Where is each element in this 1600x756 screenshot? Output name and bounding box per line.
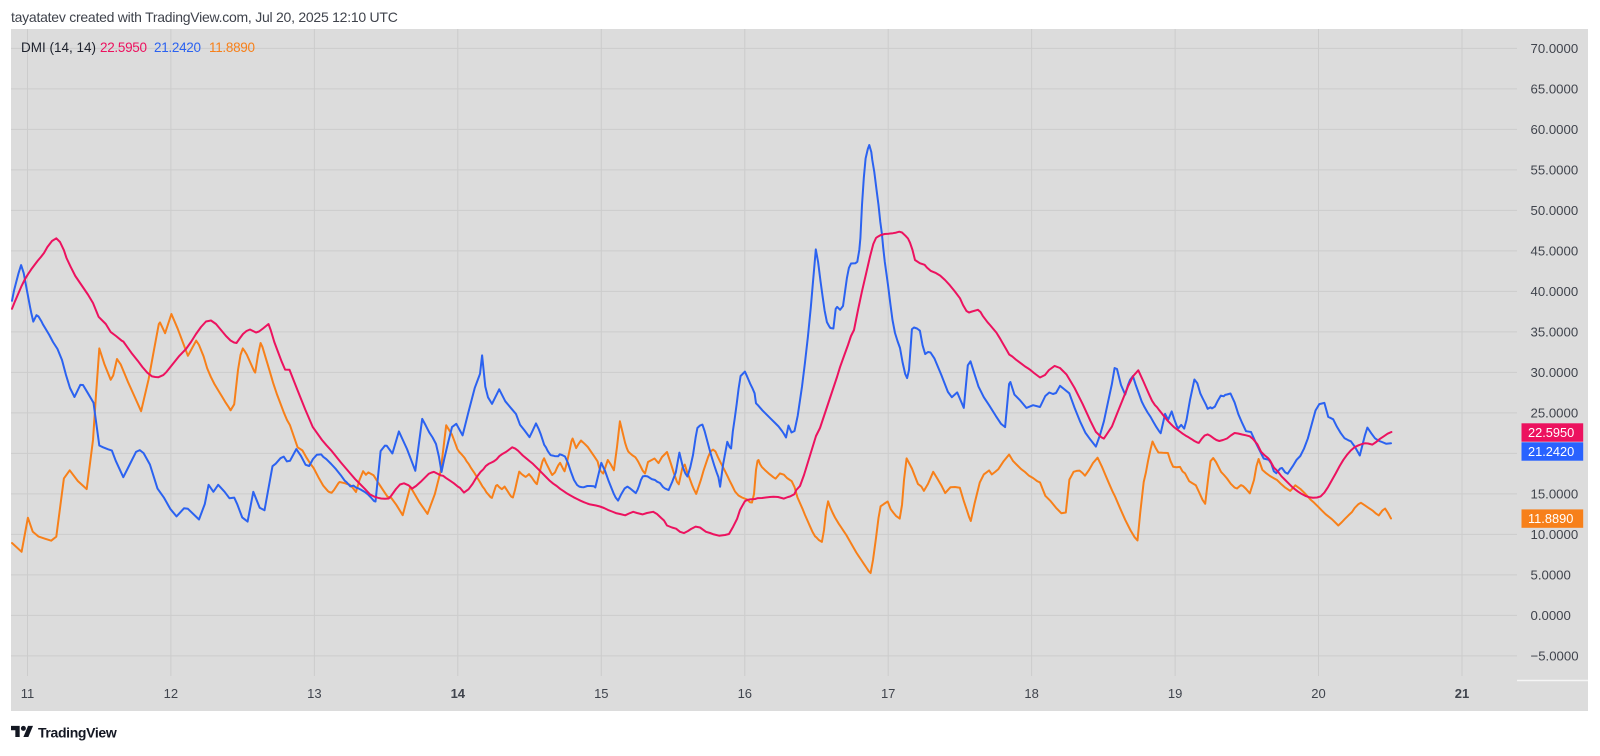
svg-text:14: 14 — [451, 686, 466, 701]
svg-text:25.0000: 25.0000 — [1531, 405, 1579, 420]
svg-text:10.0000: 10.0000 — [1531, 527, 1579, 542]
svg-text:16: 16 — [738, 686, 752, 701]
svg-text:45.0000: 45.0000 — [1531, 243, 1579, 258]
svg-text:22.5950: 22.5950 — [100, 40, 147, 55]
svg-text:12: 12 — [164, 686, 178, 701]
svg-text:11.8890: 11.8890 — [1528, 511, 1573, 526]
svg-text:20: 20 — [1311, 686, 1325, 701]
svg-text:18: 18 — [1024, 686, 1038, 701]
svg-text:22.5950: 22.5950 — [1528, 425, 1574, 440]
svg-text:13: 13 — [307, 686, 321, 701]
svg-text:0.0000: 0.0000 — [1531, 608, 1571, 623]
svg-text:21: 21 — [1455, 686, 1469, 701]
svg-text:55.0000: 55.0000 — [1531, 162, 1579, 177]
svg-text:60.0000: 60.0000 — [1531, 122, 1579, 137]
svg-text:tayatatev created with Trading: tayatatev created with TradingView.com, … — [11, 9, 398, 25]
svg-text:15: 15 — [594, 686, 608, 701]
svg-text:35.0000: 35.0000 — [1531, 324, 1579, 339]
svg-text:70.0000: 70.0000 — [1531, 41, 1579, 56]
svg-text:21.2420: 21.2420 — [154, 40, 201, 55]
svg-text:40.0000: 40.0000 — [1531, 284, 1579, 299]
svg-text:19: 19 — [1168, 686, 1182, 701]
svg-text:−5.0000: −5.0000 — [1531, 648, 1579, 663]
svg-text:50.0000: 50.0000 — [1531, 203, 1579, 218]
svg-text:TradingView: TradingView — [38, 725, 117, 741]
svg-text:5.0000: 5.0000 — [1531, 567, 1571, 582]
svg-text:17: 17 — [881, 686, 895, 701]
svg-text:DMI (14, 14): DMI (14, 14) — [21, 40, 96, 55]
svg-text:11: 11 — [21, 686, 35, 701]
svg-text:65.0000: 65.0000 — [1531, 81, 1579, 96]
svg-text:21.2420: 21.2420 — [1528, 444, 1574, 459]
svg-text:30.0000: 30.0000 — [1531, 365, 1579, 380]
svg-text:11.8890: 11.8890 — [209, 40, 255, 55]
svg-text:15.0000: 15.0000 — [1531, 486, 1579, 501]
